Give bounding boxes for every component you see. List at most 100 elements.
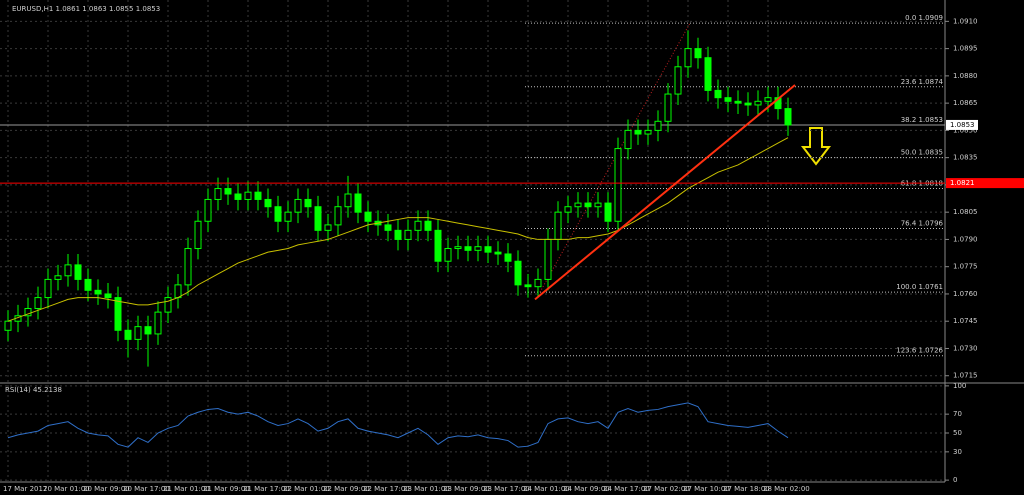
candle-body	[764, 97, 772, 102]
candle-body	[524, 284, 532, 288]
candle-body	[244, 191, 252, 200]
candle-body	[334, 206, 342, 226]
candle-body	[344, 193, 352, 208]
chart-title: EURUSD,H1 1.0861 1.0863 1.0855 1.0853	[12, 5, 160, 13]
candle-body	[444, 248, 452, 262]
candle-body	[294, 198, 302, 213]
down-arrow	[800, 127, 832, 166]
moving-average	[7, 137, 789, 322]
candle-body	[704, 57, 712, 91]
y-tick-label: 30	[953, 448, 962, 456]
candle-body	[594, 202, 602, 208]
candle-body	[644, 129, 652, 135]
candle-body	[4, 320, 12, 331]
candle-body	[364, 211, 372, 222]
rsi-title: RSI(14) 45.2138	[5, 386, 62, 394]
candle-body	[664, 93, 672, 122]
candle-body	[384, 224, 392, 231]
candle-body	[544, 238, 552, 280]
candle-body	[134, 326, 142, 340]
current-price-label: 1.0853	[950, 121, 975, 129]
y-tick-label: 0	[953, 476, 957, 484]
candle-body	[514, 260, 522, 286]
fib-label: 23.6 1.0874	[901, 78, 944, 86]
candle-body	[654, 120, 662, 131]
fib-label: 76.4 1.0796	[901, 220, 944, 228]
candle-body	[454, 246, 462, 250]
y-tick-label: 1.0850	[953, 126, 978, 134]
candle-body	[744, 102, 752, 106]
candle-body	[164, 297, 172, 313]
candle-body	[234, 193, 242, 200]
x-tick-label: 23 Mar 17:00	[483, 485, 530, 493]
rsi-line	[7, 402, 789, 448]
x-tick-label: 27 Mar 10:00	[683, 485, 730, 493]
candle-body	[274, 206, 282, 222]
y-tick-label: 1.0760	[953, 290, 978, 298]
candle-body	[254, 191, 262, 200]
candle-body	[754, 100, 762, 106]
candle-body	[634, 129, 642, 135]
candle-body	[204, 198, 212, 222]
candle-body	[154, 311, 162, 335]
candle-body	[314, 206, 322, 231]
x-tick-label: 24 Mar 09:00	[563, 485, 610, 493]
candle-body	[474, 246, 482, 251]
current-price-box	[946, 119, 978, 130]
x-tick-label: 24 Mar 17:00	[603, 485, 650, 493]
fib-label: 0.0 1.0909	[905, 14, 943, 22]
x-tick-label: 27 Mar 18:00	[723, 485, 770, 493]
candle-body	[104, 293, 112, 299]
candle-body	[24, 307, 32, 317]
candle-body	[504, 253, 512, 262]
candle-body	[724, 97, 732, 102]
y-tick-label: 1.0805	[953, 208, 978, 216]
x-tick-label: 20 Mar 01:00	[43, 485, 90, 493]
y-tick-label: 1.0775	[953, 263, 978, 271]
candle-body	[414, 220, 422, 231]
candle-body	[54, 275, 62, 280]
candle-body	[34, 297, 42, 309]
candle-body	[624, 129, 632, 150]
level-label: 1.0821	[950, 179, 975, 187]
y-tick-label: 1.0910	[953, 17, 978, 25]
candle-body	[394, 229, 402, 240]
x-tick-label: 21 Mar 17:00	[243, 485, 290, 493]
candle-body	[694, 48, 702, 59]
y-tick-label: 70	[953, 410, 962, 418]
candle-body	[124, 329, 132, 340]
candle-body	[684, 48, 692, 68]
candle-body	[74, 264, 82, 280]
candle-body	[144, 326, 152, 335]
candle-body	[194, 220, 202, 250]
candle-body	[184, 248, 192, 286]
candle-body	[324, 224, 332, 231]
x-tick-label: 27 Mar 02:00	[643, 485, 690, 493]
x-tick-label: 21 Mar 09:00	[203, 485, 250, 493]
candle-body	[784, 108, 792, 126]
y-tick-label: 1.0730	[953, 344, 978, 352]
candle-body	[94, 289, 102, 295]
x-tick-label: 21 Mar 01:00	[163, 485, 210, 493]
candle-body	[354, 193, 362, 213]
x-tick-label: 28 Mar 02:00	[763, 485, 810, 493]
candle-body	[114, 297, 122, 331]
y-tick-label: 1.0715	[953, 372, 978, 380]
x-tick-label: 20 Mar 17:00	[123, 485, 170, 493]
trendline	[534, 84, 796, 301]
candle-body	[534, 278, 542, 288]
candle-body	[734, 100, 742, 104]
y-tick-label: 100	[953, 382, 966, 390]
candle-body	[214, 188, 222, 200]
candle-body	[284, 211, 292, 222]
candle-body	[714, 89, 722, 99]
y-tick-label: 1.0790	[953, 235, 978, 243]
y-tick-label: 1.0865	[953, 99, 978, 107]
y-tick-label: 1.0880	[953, 72, 978, 80]
candle-body	[484, 246, 492, 253]
candle-body	[674, 66, 682, 95]
fib-label: 100.0 1.0761	[896, 283, 943, 291]
candle-body	[554, 211, 562, 240]
